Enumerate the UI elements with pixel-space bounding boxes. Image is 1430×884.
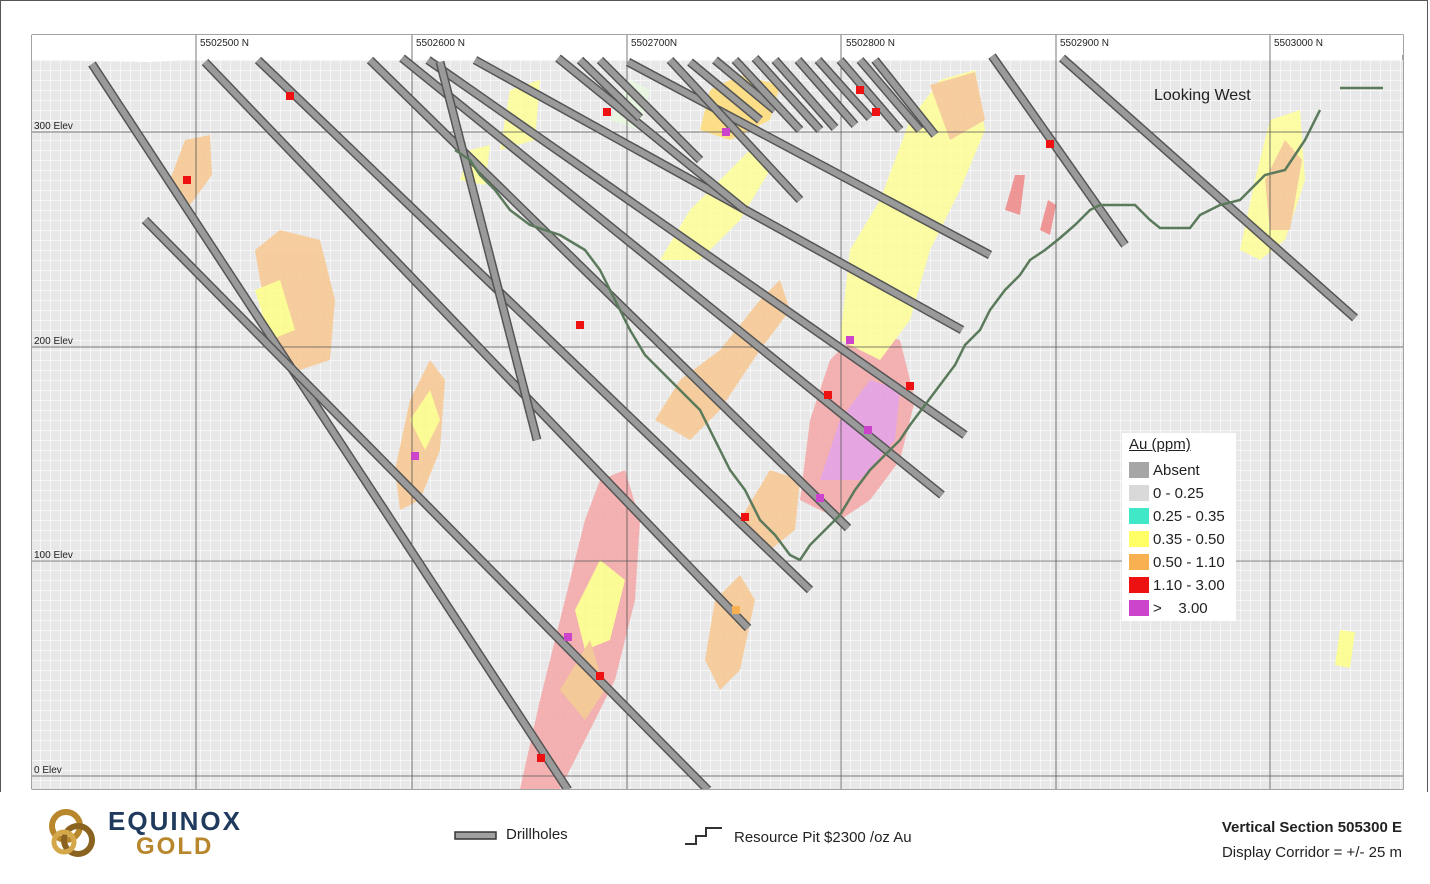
drillhole-core (437, 61, 540, 441)
elevation-label: 100 Elev (34, 550, 73, 561)
drillhole-core (89, 62, 571, 789)
drillhole-core (626, 59, 992, 258)
drillhole-core (142, 217, 711, 789)
drillhole-core (872, 58, 938, 137)
drillhole-core (202, 59, 751, 631)
legend-label: 1.10 - 3.00 (1153, 576, 1225, 594)
grade-intercept-marker (564, 633, 572, 641)
drillhole-core (989, 54, 1128, 247)
drillhole-core (857, 58, 923, 132)
grade-intercept-marker (872, 108, 880, 116)
legend-title: Au (ppm) (1129, 436, 1191, 453)
drillhole-core (426, 57, 967, 438)
drillhole-core (1060, 55, 1357, 321)
grade-intercept-marker (183, 176, 191, 184)
drillhole-core (795, 58, 858, 127)
drillhole-core (837, 58, 903, 132)
grade-intercept-marker (856, 86, 864, 94)
legend-label: Absent (1153, 461, 1200, 479)
drillholes-legend-label: Drillholes (506, 826, 568, 843)
grade-legend: Au (ppm) Absent 0 - 0.25 0.25 - 0.35 0.3… (1122, 433, 1236, 621)
elevation-label: 300 Elev (34, 121, 73, 132)
drillhole-core (556, 55, 747, 213)
legend-swatch (1129, 485, 1149, 501)
logo-text-equinox: EQUINOX (108, 806, 242, 836)
legend-swatch (1129, 508, 1149, 524)
grade-intercept-marker (537, 754, 545, 762)
legend-swatch (1129, 600, 1149, 616)
grade-intercept-marker (596, 672, 604, 680)
grade-intercept-marker (603, 108, 611, 116)
legend-item: > 3.00 (1129, 598, 1208, 618)
elevation-label: 0 Elev (34, 765, 62, 776)
grade-intercept-marker (732, 606, 740, 614)
equinox-logo-mark-icon (49, 809, 95, 857)
northing-label: 5502600 N (416, 38, 465, 49)
section-title: Vertical Section 505300 E (1221, 819, 1402, 836)
topography-air (32, 35, 1403, 62)
drillhole-core (732, 57, 803, 133)
drillholes (88, 53, 1358, 789)
legend-item: 0.50 - 1.10 (1129, 552, 1225, 572)
drillhole-core (772, 58, 838, 130)
grade-intercept-marker (864, 426, 872, 434)
legend-label: 0.35 - 0.50 (1153, 530, 1225, 548)
resource-pit-outline (454, 109, 1322, 562)
grade-intercept-marker (816, 494, 824, 502)
vertical-section-diagram: 5502500 N 5502600 N 5502700N 5502800 N 5… (31, 34, 1404, 790)
grade-intercept-marker (576, 321, 584, 329)
view-direction-label: Looking West (1154, 87, 1251, 104)
grade-intercept-marker (846, 336, 854, 344)
grade-intercept-marker (906, 382, 914, 390)
pit-legend-label: Resource Pit $2300 /oz Au (734, 829, 912, 846)
drillhole-core (597, 57, 703, 163)
legend-label: 0.25 - 0.35 (1153, 507, 1225, 525)
legend-swatch (1129, 554, 1149, 570)
legend-item: 0.35 - 0.50 (1129, 529, 1225, 549)
drillhole-core (577, 57, 643, 121)
northing-label: 5502900 N (1060, 38, 1109, 49)
display-corridor-label: Display Corridor = +/- 25 m (1221, 844, 1402, 861)
legend-item: 0.25 - 0.35 (1129, 506, 1225, 526)
drillhole-core (367, 57, 851, 531)
figure-footer: EQUINOX GOLD Drillholes Resource Pit $23… (0, 792, 1428, 882)
drillhole-core (473, 57, 964, 333)
legend-item: 1.10 - 3.00 (1129, 575, 1225, 595)
elevation-label: 200 Elev (34, 336, 73, 347)
drillhole-core (713, 57, 777, 113)
drillhole-core (688, 59, 762, 123)
drillhole-core (667, 57, 803, 203)
grade-intercept-marker (286, 92, 294, 100)
legend-label: 0.50 - 1.10 (1153, 553, 1225, 571)
drillhole-core (752, 55, 823, 133)
legend-label: > 3.00 (1153, 599, 1208, 617)
grade-intercept-marker (411, 452, 419, 460)
legend-item: Absent (1129, 460, 1200, 480)
legend-item: 0 - 0.25 (1129, 483, 1204, 503)
legend-swatch (1129, 462, 1149, 478)
northing-label: 5502700N (631, 38, 677, 49)
legend-swatch (1129, 531, 1149, 547)
grade-intercept-marker (824, 391, 832, 399)
pit-outline-legend-icon (685, 827, 722, 845)
grade-intercept-marker (1046, 140, 1054, 148)
logo-text-gold: GOLD (136, 833, 214, 860)
grade-intercept-marker (741, 513, 749, 521)
drillhole-core (400, 55, 944, 498)
drillhole-core (815, 57, 873, 121)
northing-label: 5502500 N (200, 38, 249, 49)
northing-label: 5502800 N (846, 38, 895, 49)
northing-label: 5503000 N (1274, 38, 1323, 49)
drillhole-core (255, 57, 813, 593)
legend-label: 0 - 0.25 (1153, 484, 1204, 502)
grade-intercept-marker (722, 128, 730, 136)
legend-swatch (1129, 577, 1149, 593)
drillhole-legend-icon (454, 831, 497, 840)
